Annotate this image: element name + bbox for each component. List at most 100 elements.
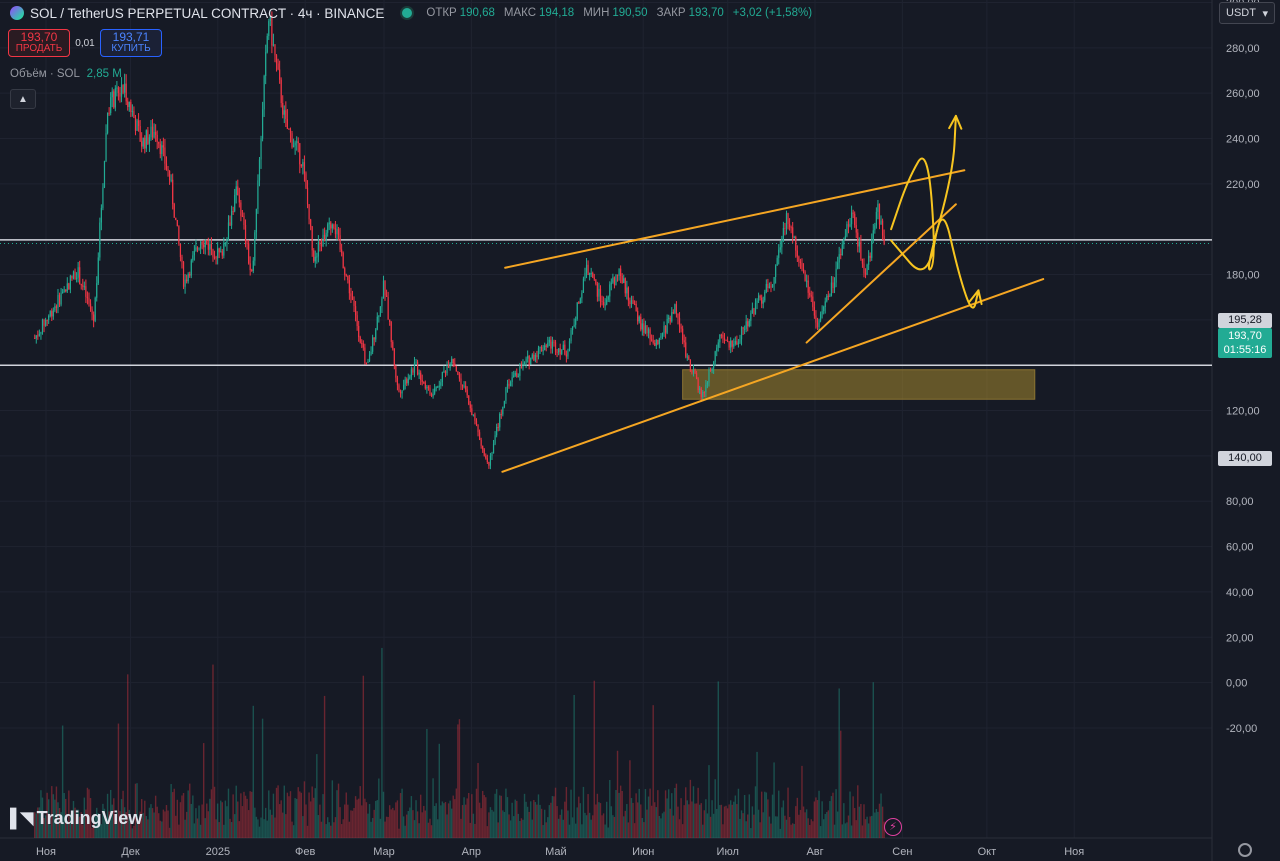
candle-body xyxy=(395,365,397,378)
candle-body xyxy=(100,207,102,223)
candle-body xyxy=(217,248,219,259)
candle-body xyxy=(136,120,138,131)
volume-bar xyxy=(795,806,797,838)
candle-body xyxy=(658,338,660,345)
volume-bar xyxy=(280,800,282,838)
candle-body xyxy=(268,21,270,37)
volume-bar xyxy=(268,790,270,838)
candle-body xyxy=(77,267,79,278)
candles xyxy=(34,11,885,470)
settings-gear-icon[interactable] xyxy=(1238,843,1252,857)
volume-bar xyxy=(615,789,617,838)
candle-body xyxy=(60,293,62,305)
buy-button[interactable]: 193,71 КУПИТЬ xyxy=(100,29,162,57)
volume-bar xyxy=(790,824,792,838)
candle-body xyxy=(347,275,349,281)
sell-button[interactable]: 193,70 ПРОДАТЬ xyxy=(8,29,70,57)
volume-bar xyxy=(675,783,678,838)
candle-body xyxy=(494,435,496,444)
candle-body xyxy=(404,379,406,385)
volume-bar xyxy=(427,822,430,838)
candle-body xyxy=(606,299,608,305)
candle-body xyxy=(254,232,256,261)
x-tick-label: Мар xyxy=(373,846,395,858)
candle-body xyxy=(220,251,222,253)
scenario-path xyxy=(890,218,980,309)
volume-bar xyxy=(601,815,603,838)
candle-body xyxy=(406,379,408,384)
volume-bar xyxy=(392,807,394,838)
candle-body xyxy=(827,295,829,297)
volume-bar xyxy=(647,796,650,838)
volume-bar xyxy=(714,779,716,838)
volume-bar xyxy=(412,810,414,838)
volume-bar xyxy=(667,789,670,838)
volume-bar xyxy=(788,816,791,838)
volume-bar xyxy=(528,811,530,838)
volume-bar xyxy=(737,788,740,838)
volume-bar xyxy=(666,798,668,838)
candle-body xyxy=(674,304,676,314)
volume-bar xyxy=(570,789,572,838)
candle-body xyxy=(348,280,350,294)
candle-body xyxy=(381,298,383,307)
volume-bar xyxy=(240,793,242,838)
volume-bar xyxy=(477,763,479,838)
volume-bar xyxy=(292,825,295,838)
low-label: МИН xyxy=(583,7,610,19)
volume-bar xyxy=(192,795,194,838)
trendline xyxy=(805,203,957,344)
candle-body xyxy=(195,247,197,251)
volume-bar xyxy=(114,814,117,838)
lightning-icon[interactable]: ⚡ xyxy=(884,818,902,836)
candle-body xyxy=(675,304,678,314)
trendline xyxy=(501,278,1045,473)
volume-bar xyxy=(759,822,761,838)
candle-body xyxy=(449,363,451,368)
volume-bar xyxy=(836,811,839,838)
symbol-title[interactable]: SOL / TetherUS PERPETUAL CONTRACT · 4ч ·… xyxy=(30,5,385,21)
candle-body xyxy=(454,363,456,367)
candle-body xyxy=(702,392,704,398)
candle-body xyxy=(725,339,727,341)
candle-body xyxy=(385,295,388,298)
volume-bar xyxy=(317,815,320,838)
candle-body xyxy=(768,286,771,288)
volume-bar xyxy=(454,799,456,838)
candle-body xyxy=(550,339,552,349)
candle-body xyxy=(317,242,319,257)
volume-bar xyxy=(542,825,544,838)
candle-body xyxy=(528,356,530,365)
volume-bar xyxy=(342,819,344,838)
candle-body xyxy=(416,361,419,375)
volume-bar xyxy=(80,812,82,838)
candle-body xyxy=(520,366,523,369)
volume-bar xyxy=(210,789,213,838)
candle-body xyxy=(237,186,239,196)
candle-body xyxy=(788,223,791,228)
collapse-legend-button[interactable]: ▲ xyxy=(10,89,36,109)
candle-body xyxy=(838,254,840,263)
candle-body xyxy=(407,378,409,384)
candle-body xyxy=(861,258,864,264)
volume-bar xyxy=(82,824,84,838)
support-zone xyxy=(682,369,1036,400)
candle-body xyxy=(601,300,603,303)
volume-bar xyxy=(565,787,568,838)
volume-bar xyxy=(726,808,729,838)
volume-bar xyxy=(75,809,78,838)
volume-bar xyxy=(370,821,372,838)
volume-bar xyxy=(592,815,594,838)
volume-bar xyxy=(244,795,247,838)
volume-bar xyxy=(582,786,585,838)
volume-bar xyxy=(209,798,211,838)
currency-select[interactable]: USDT ▾ xyxy=(1219,2,1275,24)
volume-bar xyxy=(598,802,600,838)
volume-bar xyxy=(416,811,419,838)
volume-bar xyxy=(373,809,375,838)
candle-body xyxy=(649,329,651,340)
volume-bar xyxy=(567,810,569,838)
volume-bar xyxy=(466,798,468,838)
